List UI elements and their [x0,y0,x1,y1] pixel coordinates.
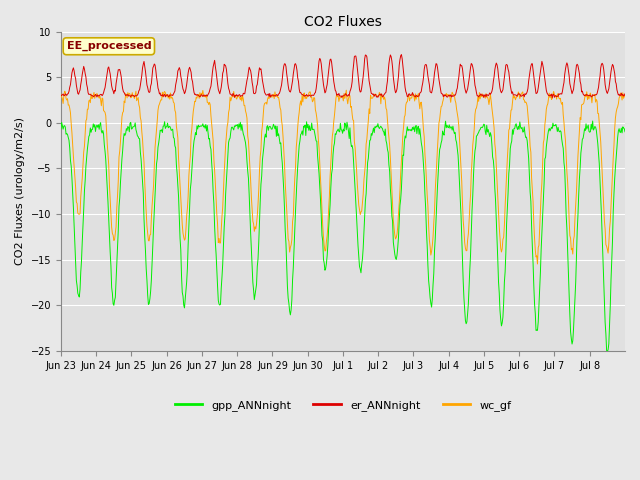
Text: EE_processed: EE_processed [67,41,151,51]
Title: CO2 Fluxes: CO2 Fluxes [304,15,382,29]
Y-axis label: CO2 Fluxes (urology/m2/s): CO2 Fluxes (urology/m2/s) [15,117,25,265]
Legend: gpp_ANNnight, er_ANNnight, wc_gf: gpp_ANNnight, er_ANNnight, wc_gf [170,396,516,416]
